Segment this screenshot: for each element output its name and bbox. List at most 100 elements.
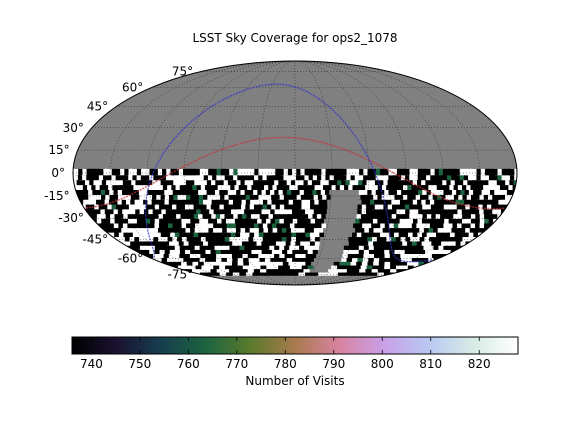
coverage-cell: [254, 239, 262, 246]
coverage-cell: [471, 202, 479, 210]
coverage-cell: [112, 173, 120, 181]
coverage-cell: [220, 239, 228, 246]
coverage-cell: [507, 168, 515, 176]
coverage-cell: [467, 221, 476, 229]
coverage-cell: [147, 202, 155, 210]
coverage-cell: [353, 212, 361, 219]
coverage-cell: [229, 202, 237, 210]
coverage-cell: [111, 217, 120, 224]
coverage-cell: [387, 193, 395, 200]
coverage-cell: [317, 255, 325, 262]
coverage-cell: [246, 193, 255, 200]
coverage-cell: [454, 183, 463, 190]
coverage-cell: [488, 202, 496, 210]
coverage-cell: [199, 188, 207, 195]
coverage-cell: [358, 230, 367, 238]
coverage-cell: [431, 235, 439, 242]
grid-meridian: [220, 61, 296, 285]
coverage-cell: [415, 212, 423, 219]
coverage-cell: [276, 207, 284, 215]
coverage-cell: [376, 178, 384, 186]
coverage-cell: [145, 251, 154, 258]
coverage-cell: [400, 230, 409, 238]
coverage-cell: [506, 178, 514, 186]
coverage-cell: [136, 247, 145, 254]
coverage-cell: [371, 178, 380, 186]
coverage-cell: [393, 235, 401, 242]
coverage-cell: [274, 247, 283, 254]
coverage-cell: [332, 198, 341, 205]
coverage-cell: [73, 178, 77, 186]
coverage-cell: [454, 207, 462, 215]
coverage-cell: [379, 235, 387, 242]
coverage-cell: [238, 202, 246, 210]
coverage-cell: [308, 251, 317, 258]
coverage-cell: [486, 168, 494, 176]
coverage-cell: [497, 193, 506, 200]
coverage-cell: [137, 239, 145, 246]
colorbar-ticks: 740 750 760 770 780 790 800 810 820: [80, 337, 491, 371]
coverage-cell: [493, 178, 501, 186]
coverage-cell: [394, 259, 402, 266]
coverage-cell: [209, 173, 217, 181]
coverage-cell: [269, 247, 277, 254]
coverage-cell: [183, 193, 191, 200]
coverage-cell: [370, 217, 378, 224]
coverage-cell: [230, 168, 238, 176]
coverage-cell: [325, 178, 333, 186]
coverage-cell: [105, 198, 114, 205]
coverage-cell: [169, 226, 177, 233]
coverage-cell: [184, 235, 192, 242]
coverage-cell: [376, 266, 384, 273]
coverage-cell: [149, 193, 157, 200]
coverage-cell: [446, 243, 454, 250]
coverage-cell: [442, 183, 450, 190]
coverage-cell: [428, 207, 436, 215]
coverage-cell: [418, 178, 426, 186]
coverage-cell: [199, 178, 207, 186]
coverage-cell: [297, 207, 306, 215]
coverage-cell: [188, 168, 196, 176]
coverage-cell: [331, 193, 340, 200]
coverage-cell: [276, 193, 284, 200]
coverage-cell: [301, 168, 309, 176]
coverage-cell: [345, 221, 354, 229]
coverage-cell: [499, 188, 507, 195]
coverage-cell: [224, 259, 232, 266]
coverage-cell: [276, 173, 284, 181]
coverage-cell: [146, 226, 154, 233]
coverage-cell: [182, 226, 191, 233]
coverage-cell: [97, 221, 105, 229]
coverage-cell: [337, 259, 345, 266]
coverage-cell: [400, 193, 408, 200]
coverage-cell: [247, 226, 255, 233]
coverage-cell: [160, 221, 169, 229]
coverage-cell: [358, 202, 367, 210]
coverage-cell: [166, 251, 175, 258]
coverage-cell: [414, 198, 422, 205]
coverage-cell: [341, 247, 349, 254]
coverage-cell: [480, 193, 488, 200]
coverage-cell: [440, 188, 448, 195]
coverage-cell: [464, 235, 472, 242]
coverage-cell: [152, 247, 160, 254]
coverage-cell: [426, 235, 434, 242]
coverage-cell: [344, 193, 352, 200]
coverage-cell: [508, 188, 516, 195]
coverage-cell: [393, 207, 401, 215]
coverage-cell: [263, 255, 271, 262]
coverage-cell: [443, 247, 451, 254]
coverage-cell: [121, 183, 130, 190]
coverage-cell: [172, 251, 180, 258]
coverage-cell: [498, 173, 506, 181]
coverage-cell: [298, 198, 306, 205]
coverage-cell: [438, 230, 446, 238]
coverage-cell: [439, 198, 448, 205]
coverage-cell: [245, 178, 254, 186]
coverage-cell: [458, 239, 466, 246]
coverage-cell: [463, 207, 471, 215]
coverage-cell: [378, 193, 386, 200]
coverage-cell: [351, 239, 359, 246]
coverage-cell: [244, 239, 252, 246]
